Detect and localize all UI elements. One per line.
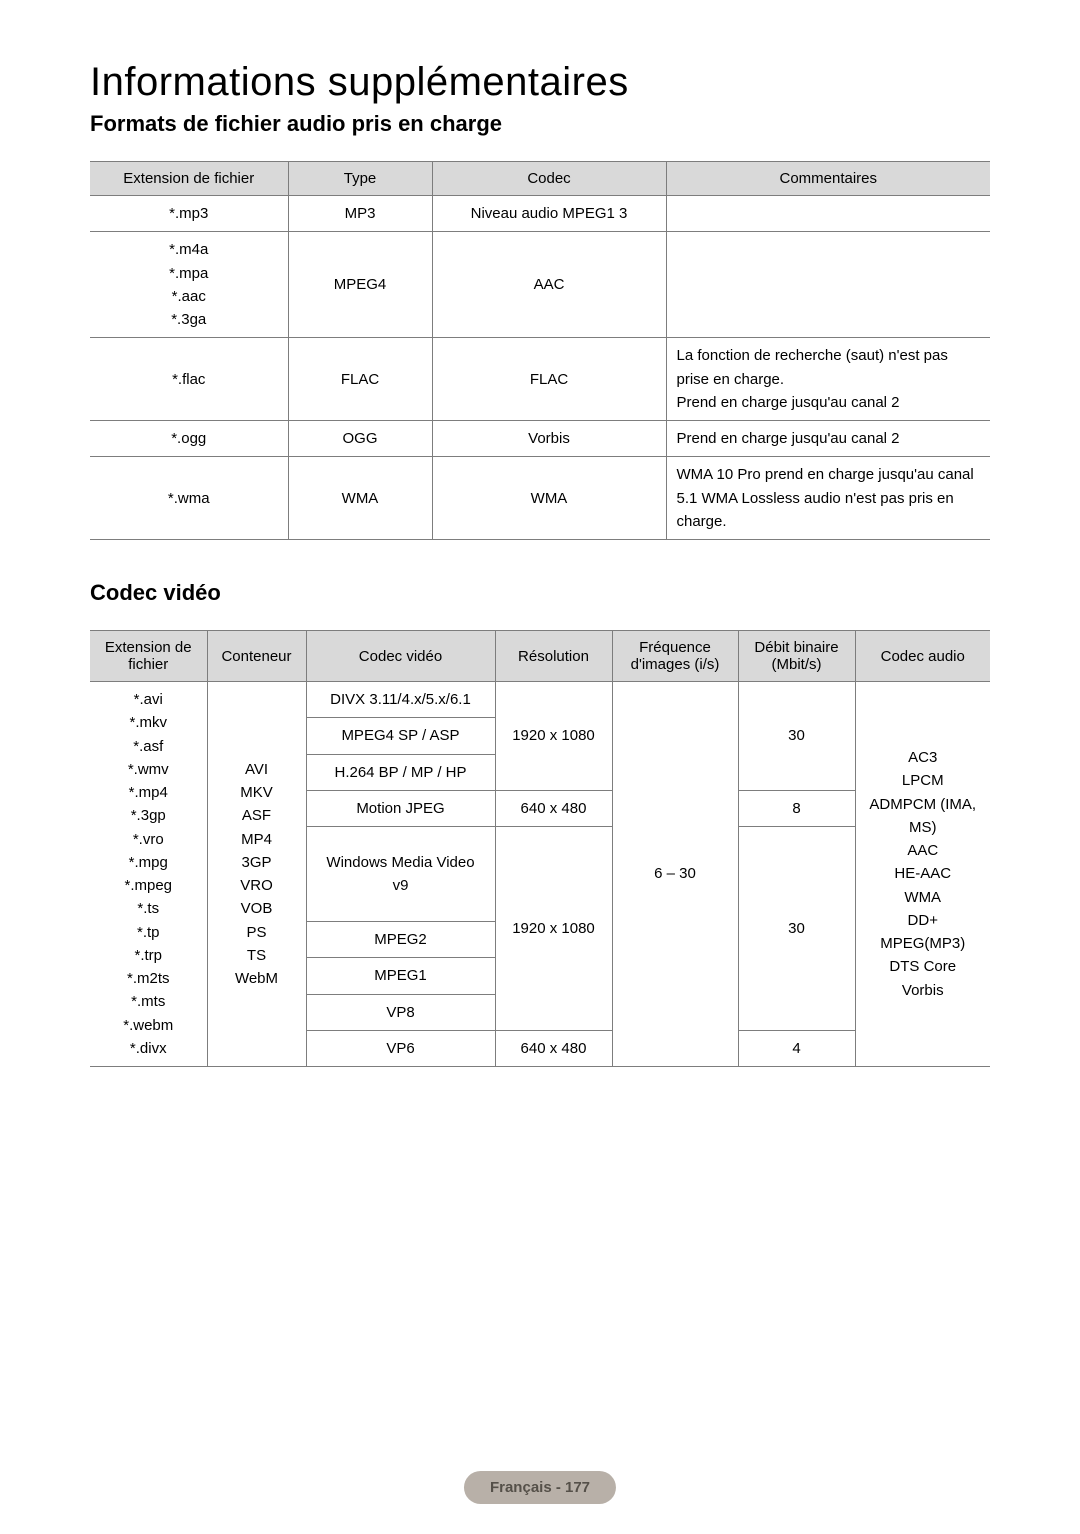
cell-codec: H.264 BP / MP / HP <box>306 754 495 790</box>
cell-type: WMA <box>288 457 432 540</box>
cell-bitrate: 30 <box>738 682 855 791</box>
cell-ext: *.avi *.mkv *.asf *.wmv *.mp4 *.3gp *.vr… <box>90 682 207 1067</box>
page-title: Informations supplémentaires <box>90 60 990 105</box>
cell-codec: Windows Media Video v9 <box>306 827 495 922</box>
cell-container: AVI MKV ASF MP4 3GP VRO VOB PS TS WebM <box>207 682 306 1067</box>
audio-col-codec: Codec <box>432 162 666 196</box>
page-footer-label: Français - 177 <box>464 1471 616 1504</box>
cell-res: 1920 x 1080 <box>495 827 612 1031</box>
table-row: *.m4a *.mpa *.aac *.3ga MPEG4 AAC <box>90 232 990 338</box>
cell-codec: Motion JPEG <box>306 790 495 826</box>
audio-table: Extension de fichier Type Codec Commenta… <box>90 161 990 540</box>
cell-ext: *.flac <box>90 338 288 421</box>
video-col-container: Conteneur <box>207 631 306 682</box>
cell-res: 640 x 480 <box>495 790 612 826</box>
video-col-bitrate: Débit binaire (Mbit/s) <box>738 631 855 682</box>
audio-col-ext: Extension de fichier <box>90 162 288 196</box>
cell-codec: VP6 <box>306 1030 495 1066</box>
table-row: *.wma WMA WMA WMA 10 Pro prend en charge… <box>90 457 990 540</box>
audio-heading: Formats de fichier audio pris en charge <box>90 111 990 137</box>
video-col-fps: Fréquence d'images (i/s) <box>612 631 738 682</box>
table-row: *.avi *.mkv *.asf *.wmv *.mp4 *.3gp *.vr… <box>90 682 990 718</box>
video-col-res: Résolution <box>495 631 612 682</box>
audio-col-type: Type <box>288 162 432 196</box>
video-heading: Codec vidéo <box>90 580 990 606</box>
cell-codec: Vorbis <box>432 421 666 457</box>
cell-type: MPEG4 <box>288 232 432 338</box>
cell-codec: DIVX 3.11/4.x/5.x/6.1 <box>306 682 495 718</box>
cell-ext: *.ogg <box>90 421 288 457</box>
cell-comment: Prend en charge jusqu'au canal 2 <box>666 421 990 457</box>
table-row: *.flac FLAC FLAC La fonction de recherch… <box>90 338 990 421</box>
video-col-ext: Extension de fichier <box>90 631 207 682</box>
cell-bitrate: 8 <box>738 790 855 826</box>
cell-fps: 6 – 30 <box>612 682 738 1067</box>
video-table: Extension de fichier Conteneur Codec vid… <box>90 630 990 1067</box>
cell-audio-codec: AC3 LPCM ADMPCM (IMA, MS) AAC HE-AAC WMA… <box>855 682 990 1067</box>
cell-ext: *.m4a *.mpa *.aac *.3ga <box>90 232 288 338</box>
cell-bitrate: 30 <box>738 827 855 1031</box>
cell-codec: MPEG1 <box>306 958 495 994</box>
cell-type: OGG <box>288 421 432 457</box>
cell-codec: FLAC <box>432 338 666 421</box>
table-row: *.ogg OGG Vorbis Prend en charge jusqu'a… <box>90 421 990 457</box>
cell-res: 640 x 480 <box>495 1030 612 1066</box>
cell-codec: WMA <box>432 457 666 540</box>
cell-codec: AAC <box>432 232 666 338</box>
cell-type: MP3 <box>288 196 432 232</box>
cell-codec: MPEG2 <box>306 922 495 958</box>
cell-ext: *.mp3 <box>90 196 288 232</box>
cell-ext: *.wma <box>90 457 288 540</box>
cell-type: FLAC <box>288 338 432 421</box>
cell-comment <box>666 196 990 232</box>
cell-comment <box>666 232 990 338</box>
cell-bitrate: 4 <box>738 1030 855 1066</box>
cell-codec: MPEG4 SP / ASP <box>306 718 495 754</box>
cell-codec: Niveau audio MPEG1 3 <box>432 196 666 232</box>
audio-col-comment: Commentaires <box>666 162 990 196</box>
table-row: *.mp3 MP3 Niveau audio MPEG1 3 <box>90 196 990 232</box>
video-col-codec: Codec vidéo <box>306 631 495 682</box>
cell-res: 1920 x 1080 <box>495 682 612 791</box>
cell-comment: La fonction de recherche (saut) n'est pa… <box>666 338 990 421</box>
cell-codec: VP8 <box>306 994 495 1030</box>
video-col-audio: Codec audio <box>855 631 990 682</box>
cell-comment: WMA 10 Pro prend en charge jusqu'au cana… <box>666 457 990 540</box>
